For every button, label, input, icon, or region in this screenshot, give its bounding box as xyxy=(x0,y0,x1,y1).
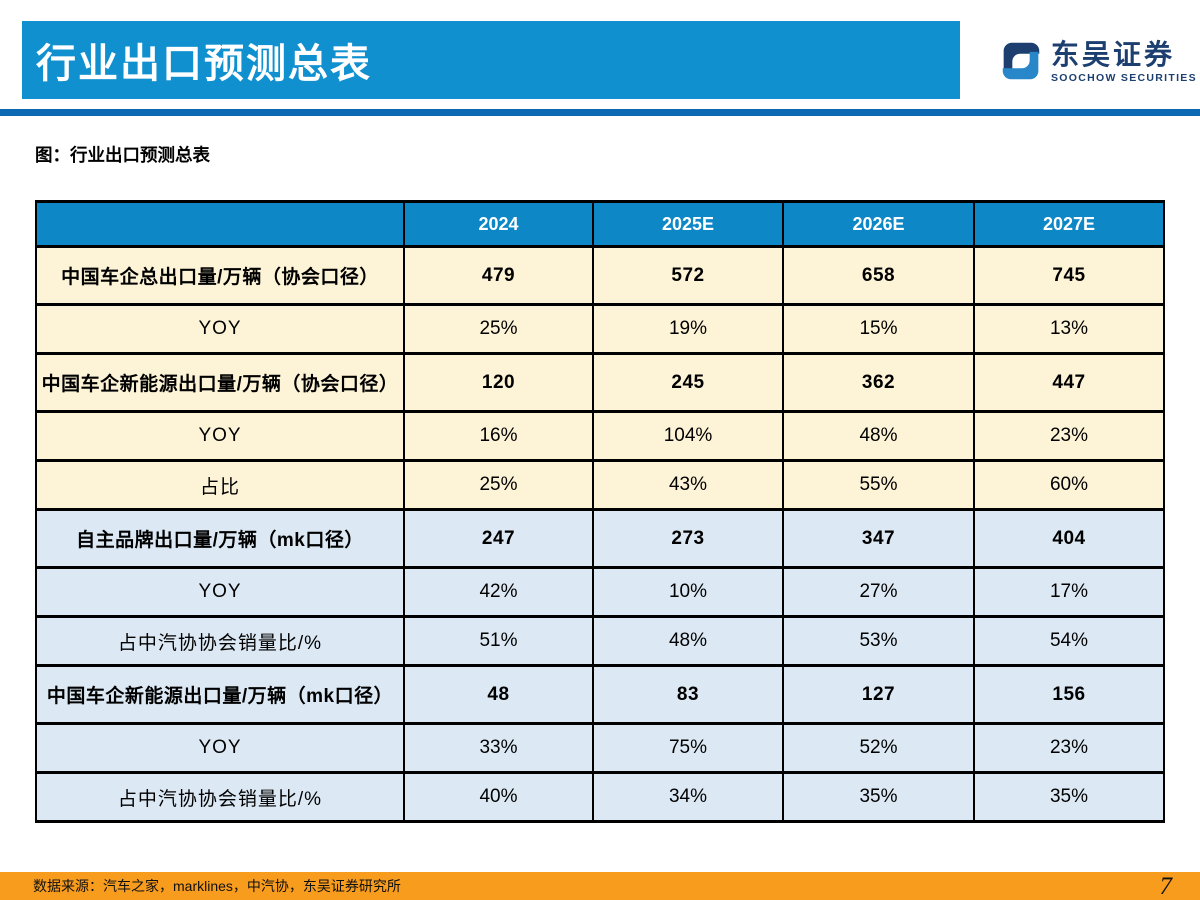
row-label: YOY xyxy=(35,303,405,355)
cell-value: 404 xyxy=(973,508,1165,569)
row-label: YOY xyxy=(35,410,405,462)
cell-value: 447 xyxy=(973,352,1165,413)
table-row: 占中汽协协会销量比/% 40% 34% 35% 35% xyxy=(35,771,1165,823)
cell-value: 23% xyxy=(973,410,1165,462)
title-underline xyxy=(0,109,1200,116)
row-label: YOY xyxy=(35,722,405,774)
cell-value: 120 xyxy=(403,352,594,413)
cell-value: 48 xyxy=(403,664,594,725)
page-title: 行业出口预测总表 xyxy=(36,42,372,86)
soochow-logo: 东吴证券 SOOCHOW SECURITIES xyxy=(1000,40,1197,84)
cell-value: 23% xyxy=(973,722,1165,774)
cell-value: 127 xyxy=(782,664,975,725)
table-row: 占比 25% 43% 55% 60% xyxy=(35,459,1165,511)
header-cell-empty xyxy=(35,200,405,248)
table-row: YOY 25% 19% 15% 13% xyxy=(35,303,1165,355)
cell-value: 53% xyxy=(782,615,975,667)
cell-value: 16% xyxy=(403,410,594,462)
table-row: 中国车企新能源出口量/万辆（协会口径） 120 245 362 447 xyxy=(35,352,1165,413)
row-label: YOY xyxy=(35,566,405,618)
header-cell-year: 2027E xyxy=(973,200,1165,248)
table-row: YOY 16% 104% 48% 23% xyxy=(35,410,1165,462)
table-row: YOY 33% 75% 52% 23% xyxy=(35,722,1165,774)
cell-value: 658 xyxy=(782,245,975,306)
cell-value: 13% xyxy=(973,303,1165,355)
cell-value: 25% xyxy=(403,459,594,511)
table-row: YOY 42% 10% 27% 17% xyxy=(35,566,1165,618)
row-label: 中国车企新能源出口量/万辆（mk口径） xyxy=(35,664,405,725)
cell-value: 33% xyxy=(403,722,594,774)
logo-text: 东吴证券 SOOCHOW SECURITIES xyxy=(1051,39,1197,85)
cell-value: 48% xyxy=(782,410,975,462)
row-label: 占中汽协协会销量比/% xyxy=(35,771,405,823)
cell-value: 35% xyxy=(973,771,1165,823)
logo-en: SOOCHOW SECURITIES xyxy=(1051,72,1197,85)
cell-value: 19% xyxy=(592,303,784,355)
row-label: 中国车企总出口量/万辆（协会口径） xyxy=(35,245,405,306)
table-caption: 图：行业出口预测总表 xyxy=(35,145,210,165)
data-source: 数据来源：汽车之家，marklines，中汽协，东吴证券研究所 xyxy=(33,878,401,894)
cell-value: 104% xyxy=(592,410,784,462)
title-bar: 行业出口预测总表 xyxy=(22,21,960,99)
cell-value: 745 xyxy=(973,245,1165,306)
table-header-row: 2024 2025E 2026E 2027E xyxy=(35,200,1165,248)
row-label: 中国车企新能源出口量/万辆（协会口径） xyxy=(35,352,405,413)
table-row: 占中汽协协会销量比/% 51% 48% 53% 54% xyxy=(35,615,1165,667)
cell-value: 52% xyxy=(782,722,975,774)
cell-value: 35% xyxy=(782,771,975,823)
cell-value: 25% xyxy=(403,303,594,355)
cell-value: 60% xyxy=(973,459,1165,511)
soochow-logo-icon xyxy=(1002,42,1040,80)
cell-value: 17% xyxy=(973,566,1165,618)
page-number: 7 xyxy=(1159,873,1173,900)
table-row: 自主品牌出口量/万辆（mk口径） 247 273 347 404 xyxy=(35,508,1165,569)
cell-value: 362 xyxy=(782,352,975,413)
cell-value: 572 xyxy=(592,245,784,306)
cell-value: 51% xyxy=(403,615,594,667)
table-row: 中国车企总出口量/万辆（协会口径） 479 572 658 745 xyxy=(35,245,1165,306)
cell-value: 15% xyxy=(782,303,975,355)
row-label: 占中汽协协会销量比/% xyxy=(35,615,405,667)
cell-value: 34% xyxy=(592,771,784,823)
header-cell-year: 2026E xyxy=(782,200,975,248)
cell-value: 27% xyxy=(782,566,975,618)
cell-value: 347 xyxy=(782,508,975,569)
cell-value: 54% xyxy=(973,615,1165,667)
cell-value: 83 xyxy=(592,664,784,725)
cell-value: 75% xyxy=(592,722,784,774)
cell-value: 247 xyxy=(403,508,594,569)
cell-value: 156 xyxy=(973,664,1165,725)
cell-value: 55% xyxy=(782,459,975,511)
table-row: 中国车企新能源出口量/万辆（mk口径） 48 83 127 156 xyxy=(35,664,1165,725)
cell-value: 479 xyxy=(403,245,594,306)
cell-value: 245 xyxy=(592,352,784,413)
cell-value: 43% xyxy=(592,459,784,511)
row-label: 占比 xyxy=(35,459,405,511)
cell-value: 48% xyxy=(592,615,784,667)
forecast-table: 2024 2025E 2026E 2027E 中国车企总出口量/万辆（协会口径） 479… xyxy=(35,200,1165,823)
row-label: 自主品牌出口量/万辆（mk口径） xyxy=(35,508,405,569)
header-cell-year: 2025E xyxy=(592,200,784,248)
logo-cn: 东吴证券 xyxy=(1051,39,1176,70)
cell-value: 273 xyxy=(592,508,784,569)
cell-value: 10% xyxy=(592,566,784,618)
footer-bar: 数据来源：汽车之家，marklines，中汽协，东吴证券研究所 7 xyxy=(0,872,1200,900)
header-cell-year: 2024 xyxy=(403,200,594,248)
cell-value: 42% xyxy=(403,566,594,618)
cell-value: 40% xyxy=(403,771,594,823)
